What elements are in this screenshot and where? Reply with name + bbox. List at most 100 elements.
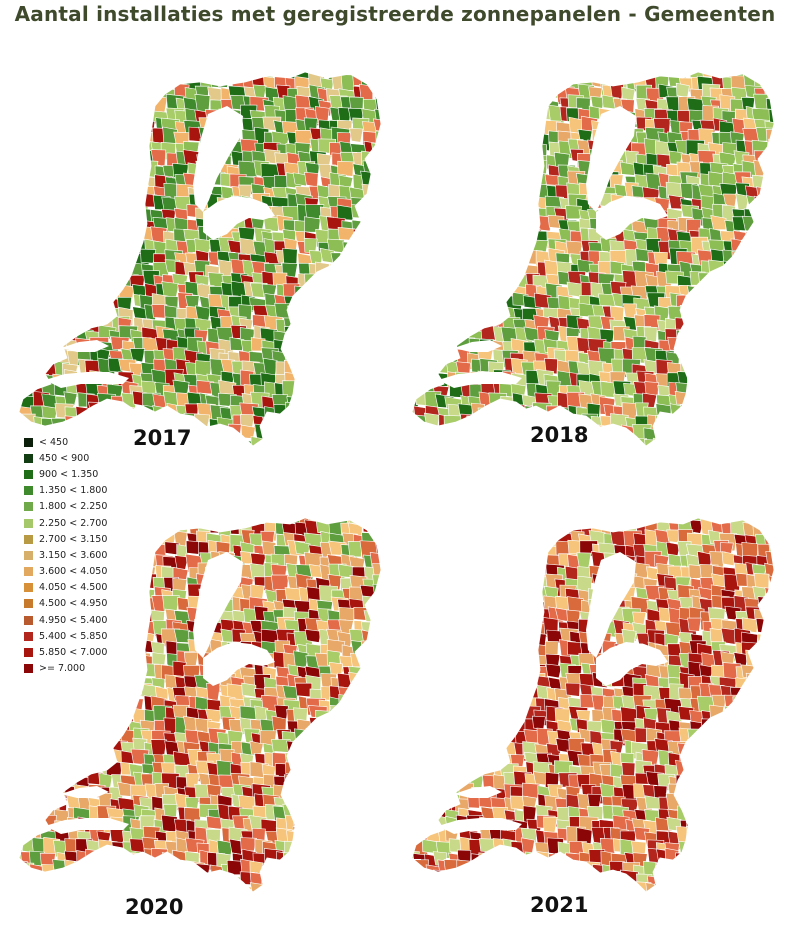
municipality	[767, 228, 774, 243]
municipality	[780, 820, 788, 835]
municipality	[414, 630, 430, 645]
municipality	[295, 360, 311, 381]
municipality	[447, 597, 464, 616]
municipality	[86, 705, 104, 722]
water-body	[61, 786, 109, 798]
municipality	[701, 850, 717, 870]
municipality	[373, 152, 381, 169]
municipality	[19, 808, 28, 825]
municipality	[106, 176, 125, 193]
municipality	[338, 782, 358, 800]
municipality	[41, 720, 60, 737]
municipality	[337, 896, 355, 913]
municipality	[129, 860, 148, 875]
municipality	[752, 872, 770, 892]
municipality	[779, 72, 788, 86]
municipality	[468, 151, 485, 167]
municipality	[523, 175, 538, 191]
municipality	[477, 600, 492, 615]
municipality	[19, 380, 28, 400]
municipality	[412, 75, 422, 91]
municipality	[386, 326, 395, 343]
municipality	[775, 574, 788, 591]
municipality	[730, 284, 748, 301]
municipality	[488, 216, 506, 236]
municipality	[375, 307, 381, 325]
municipality	[480, 252, 495, 268]
municipality	[427, 450, 442, 468]
municipality	[304, 171, 319, 188]
municipality	[767, 826, 774, 844]
municipality	[84, 129, 101, 144]
municipality	[382, 755, 395, 772]
municipality	[362, 895, 379, 913]
municipality	[33, 873, 49, 892]
municipality	[512, 621, 528, 635]
municipality	[778, 152, 788, 171]
municipality	[352, 228, 372, 248]
municipality	[744, 374, 762, 392]
municipality	[340, 817, 356, 836]
municipality	[779, 520, 788, 534]
water-body	[596, 196, 668, 240]
municipality	[456, 84, 474, 103]
municipality	[460, 875, 476, 891]
municipality	[501, 108, 521, 127]
municipality	[338, 338, 358, 355]
municipality	[21, 369, 42, 389]
municipality	[194, 72, 212, 83]
municipality	[437, 183, 453, 202]
municipality	[766, 374, 774, 392]
municipality	[130, 153, 147, 171]
municipality	[363, 674, 381, 692]
municipality	[351, 729, 368, 744]
municipality	[330, 384, 349, 401]
municipality	[414, 85, 429, 106]
municipality	[53, 85, 69, 105]
municipality	[19, 262, 24, 280]
municipality	[436, 160, 456, 180]
municipality	[597, 72, 612, 79]
municipality	[363, 204, 381, 220]
municipality	[32, 99, 50, 118]
municipality	[307, 774, 322, 794]
municipality	[363, 274, 379, 289]
municipality	[547, 72, 564, 77]
municipality	[514, 94, 531, 112]
municipality	[447, 572, 465, 593]
municipality	[744, 761, 764, 776]
municipality	[499, 217, 517, 234]
municipality	[284, 429, 301, 443]
municipality	[412, 228, 419, 246]
municipality	[444, 154, 462, 174]
municipality	[708, 349, 724, 368]
municipality	[756, 186, 774, 205]
municipality	[76, 174, 92, 189]
municipality	[489, 654, 505, 668]
municipality	[509, 589, 529, 609]
municipality	[412, 640, 416, 655]
municipality-mosaic	[412, 518, 788, 892]
municipality	[707, 753, 727, 771]
municipality	[741, 839, 757, 859]
municipality	[589, 518, 604, 526]
municipality	[316, 850, 331, 870]
municipality	[438, 727, 455, 745]
municipality	[482, 631, 501, 649]
municipality	[315, 840, 330, 858]
municipality	[466, 137, 483, 152]
municipality	[482, 450, 497, 468]
country-outline	[18, 517, 382, 893]
municipality	[720, 381, 739, 396]
municipality	[326, 327, 345, 344]
municipality	[443, 742, 461, 756]
municipality	[753, 695, 771, 711]
municipality	[330, 436, 348, 446]
municipality	[755, 360, 774, 377]
municipality	[218, 72, 236, 82]
municipality	[174, 870, 189, 885]
municipality	[297, 786, 318, 807]
municipality	[45, 674, 62, 689]
municipality	[526, 518, 545, 538]
municipality	[678, 72, 697, 75]
